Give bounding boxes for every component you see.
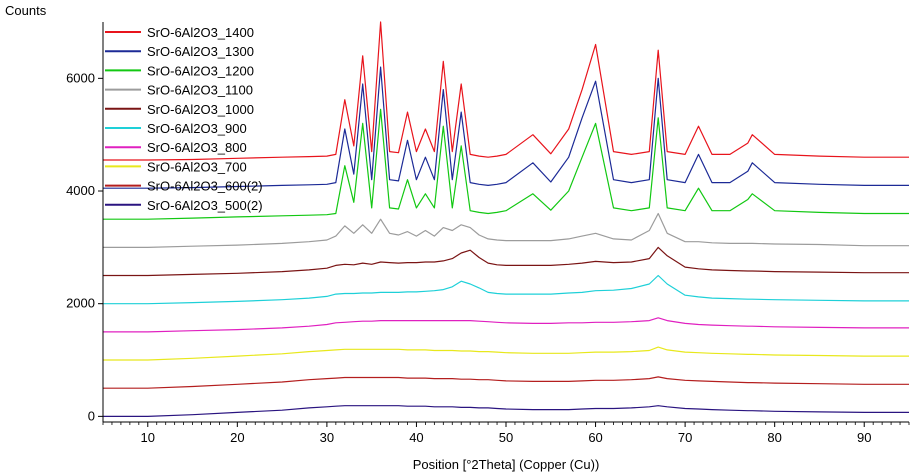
series-line-6 <box>103 317 909 333</box>
legend-label-8: SrO-6Al2O3_600(2) <box>147 179 263 194</box>
legend-label-0: SrO-6Al2O3_1400 <box>147 25 254 40</box>
series-line-4 <box>103 246 909 277</box>
series-line-8 <box>103 376 909 389</box>
y-tick-label: 4000 <box>66 183 95 198</box>
x-axis-title: Position [°2Theta] (Copper (Cu)) <box>413 457 600 472</box>
legend-label-7: SrO-6Al2O3_700 <box>147 159 247 174</box>
x-tick-label: 20 <box>230 430 244 445</box>
x-tick-label: 10 <box>141 430 155 445</box>
x-tick-label: 60 <box>588 430 602 445</box>
series-line-3 <box>103 212 909 248</box>
series-layer <box>103 21 909 417</box>
x-tick-label: 80 <box>767 430 781 445</box>
legend: SrO-6Al2O3_1400 SrO-6Al2O3_1300 SrO-6Al2O3… <box>105 25 263 213</box>
legend-label-1: SrO-6Al2O3_1300 <box>147 44 254 59</box>
y-ticks: 0 2000 4000 6000 <box>66 70 103 423</box>
series-line-1 <box>103 66 909 189</box>
x-tick-label: 90 <box>857 430 871 445</box>
series-line-7 <box>103 346 909 361</box>
x-tick-label: 30 <box>320 430 334 445</box>
series-line-2 <box>103 108 909 220</box>
x-tick-label: 70 <box>678 430 692 445</box>
y-tick-label: 2000 <box>66 296 95 311</box>
series-line-5 <box>103 274 909 305</box>
y-tick-label: 0 <box>88 408 95 423</box>
series-line-9 <box>103 405 909 417</box>
legend-label-5: SrO-6Al2O3_900 <box>147 121 247 136</box>
x-ticks: 10 20 30 40 50 60 70 80 90 <box>102 422 910 445</box>
y-axis-title: Counts <box>5 3 47 18</box>
x-tick-label: 40 <box>409 430 423 445</box>
x-tick-label: 50 <box>499 430 513 445</box>
legend-label-6: SrO-6Al2O3_800 <box>147 140 247 155</box>
y-tick-label: 6000 <box>66 70 95 85</box>
series-line-0 <box>103 21 909 161</box>
legend-label-4: SrO-6Al2O3_1000 <box>147 102 254 117</box>
legend-label-3: SrO-6Al2O3_1100 <box>147 83 253 98</box>
legend-label-9: SrO-6Al2O3_500(2) <box>147 198 263 213</box>
legend-label-2: SrO-6Al2O3_1200 <box>147 63 254 78</box>
